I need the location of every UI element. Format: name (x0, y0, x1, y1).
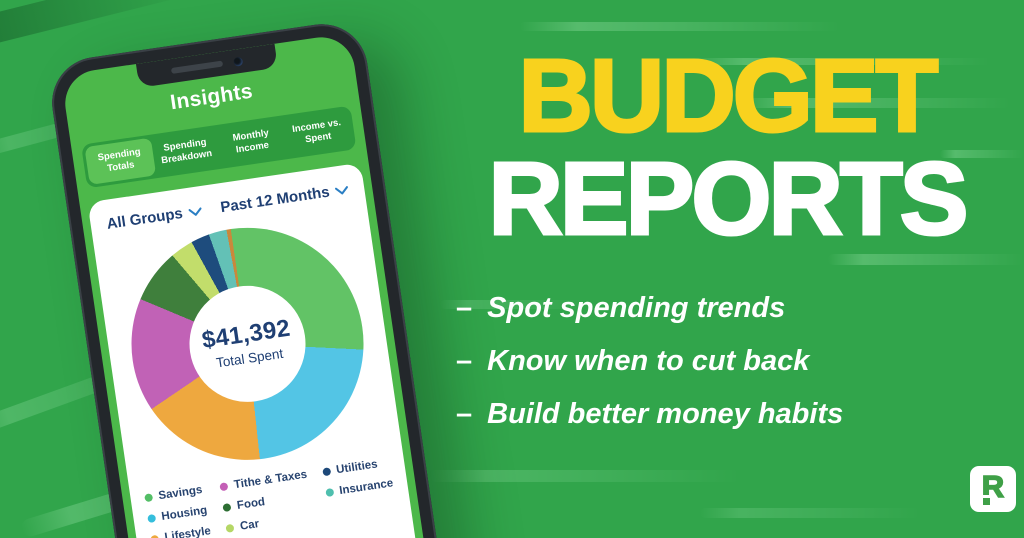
bullet-text: Build better money habits (487, 398, 844, 430)
report-card: All Groups Past 12 Months (87, 162, 442, 538)
filter-row: All Groups Past 12 Months (102, 180, 354, 233)
brush-stroke (520, 22, 840, 31)
legend-item: Car (225, 510, 314, 535)
legend-dot (144, 492, 154, 503)
period-filter-dropdown[interactable]: Past 12 Months (219, 181, 349, 216)
phone-mockup: Insights Spending Totals Spending Breakd… (46, 18, 461, 538)
speaker-grille (170, 60, 224, 74)
legend-label: Utilities (335, 458, 379, 477)
legend-column: Utilities Insurance (321, 456, 397, 519)
bullet-dash: – (456, 398, 473, 430)
legend-label: Housing (160, 504, 208, 523)
chevron-down-icon (334, 185, 349, 196)
tab-label: Spending Breakdown (160, 136, 213, 167)
legend-dot (321, 466, 331, 477)
bullet-text: Know when to cut back (487, 345, 810, 377)
tab-income-vs-spent[interactable]: Income vs. Spent (282, 109, 353, 156)
logo-letter: R (981, 468, 1005, 505)
legend-dot (150, 534, 160, 538)
legend-label: Savings (157, 483, 204, 502)
bullet-text: Spot spending trends (487, 292, 786, 324)
tab-spending-totals[interactable]: Spending Totals (84, 137, 156, 185)
headline-budget: BUDGET (517, 38, 940, 153)
legend-dot (222, 502, 232, 512)
legend-label: Tithe & Taxes (233, 468, 308, 491)
benefit-list: – Spot spending trends – Know when to cu… (456, 292, 843, 451)
spending-donut-wrap: $41,392 Total Spent (115, 212, 380, 476)
legend-dot (147, 513, 157, 523)
period-filter-label: Past 12 Months (219, 183, 331, 216)
phone-screen: Insights Spending Totals Spending Breakd… (60, 32, 446, 538)
brush-stroke (430, 470, 740, 482)
legend-label: Food (236, 495, 266, 512)
legend-item: Tithe & Taxes (219, 468, 308, 493)
legend-label: Insurance (338, 477, 394, 497)
legend-item: Housing (147, 504, 209, 525)
legend-item: Insurance (324, 477, 394, 499)
tab-label: Monthly Income (231, 127, 270, 156)
tab-label: Income vs. Spent (291, 117, 342, 146)
headline: BUDGET REPORTS (440, 38, 1014, 256)
legend-item: Lifestyle (150, 525, 212, 538)
bullet-dash: – (456, 292, 473, 324)
brush-stroke (700, 508, 920, 518)
groups-filter-dropdown[interactable]: All Groups (106, 202, 203, 233)
list-item: – Build better money habits (456, 398, 843, 431)
ramsey-logo: R (970, 466, 1016, 512)
groups-filter-label: All Groups (105, 204, 184, 233)
list-item: – Know when to cut back (456, 345, 843, 378)
headline-reports: REPORTS (487, 141, 970, 256)
tab-spending-breakdown[interactable]: Spending Breakdown (150, 128, 221, 175)
legend-dot (219, 481, 229, 491)
logo-dot (983, 498, 990, 505)
legend-column: Savings Housing Lifestyle (144, 483, 212, 538)
legend-column: Tithe & Taxes Food Car (219, 468, 314, 534)
legend-dot (225, 523, 235, 533)
brush-stroke-dark (0, 0, 191, 49)
tab-monthly-income[interactable]: Monthly Income (216, 119, 287, 166)
bullet-dash: – (456, 345, 473, 377)
legend-item: Utilities (321, 456, 391, 478)
legend-item: Savings (144, 483, 206, 504)
legend-label: Car (239, 517, 260, 533)
legend-label: Lifestyle (163, 524, 212, 538)
tab-label: Spending Totals (96, 146, 142, 175)
front-camera (233, 56, 244, 67)
legend-dot (324, 487, 335, 497)
list-item: – Spot spending trends (456, 292, 843, 325)
chevron-down-icon (188, 207, 202, 218)
legend-item: Food (222, 489, 311, 514)
